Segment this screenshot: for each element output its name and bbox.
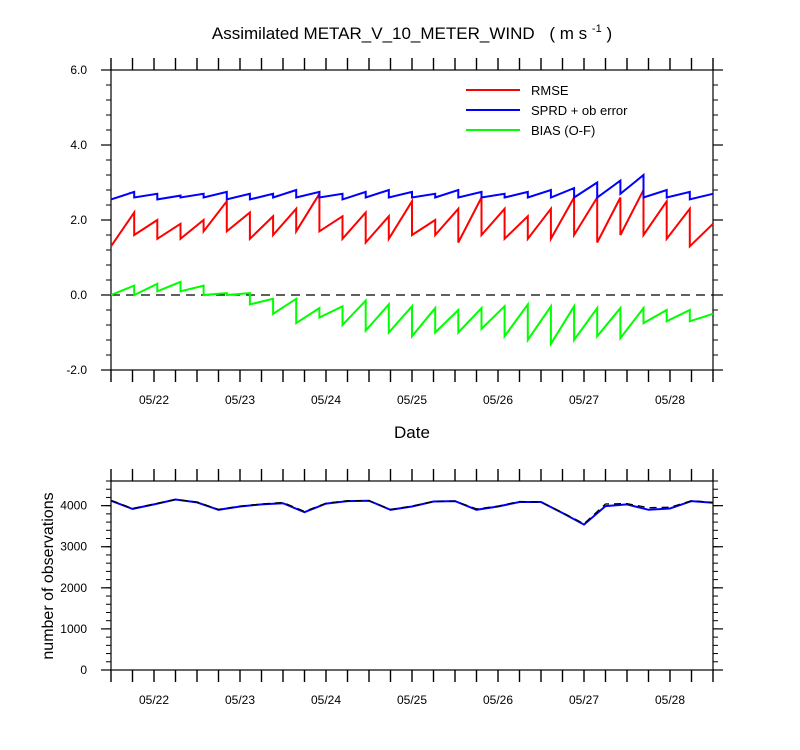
chart-title-units-sup: -1 [592,23,602,35]
bottom-y-tick-label: 0 [80,663,87,677]
bottom-y-tick-label: 1000 [60,622,87,636]
top-series-group [110,172,714,348]
bottom-y-axis-label: number of observations [40,492,57,659]
bottom-x-tick-label: 05/28 [655,693,685,707]
legend-label-sprd-ob-error: SPRD + ob error [531,103,628,118]
bottom-x-tick-label: 05/24 [311,693,341,707]
obs-count-line-solid [110,498,714,526]
top-x-tick-label: 05/24 [311,393,341,407]
legend-label-bias-o-f: BIAS (O-F) [531,123,595,138]
top-x-tick-label: 05/26 [483,393,513,407]
chart-title-units: ( m s [549,24,587,43]
top-x-tick-label: 05/27 [569,393,599,407]
top-y-tick-label: 4.0 [70,138,87,152]
bottom-y-axis: 0 1000 2000 3000 4000 [60,480,723,677]
bottom-plot-frame [110,480,714,671]
top-y-tick-label: 2.0 [70,213,87,227]
top-y-tick-label: 0.0 [70,288,87,302]
bottom-y-tick-label: 3000 [60,540,87,554]
top-x-tick-label: 05/23 [225,393,255,407]
bottom-x-tick-label: 05/23 [225,693,255,707]
chart-title-units-end: ) [606,24,612,43]
top-y-tick-label: -2.0 [66,363,87,377]
series-line-bias-o-f [110,280,714,348]
legend: RMSE SPRD + ob error BIAS (O-F) [466,83,628,138]
bottom-x-axis: 05/22 05/23 05/24 05/25 05/26 05/27 05/28 [110,469,714,707]
bottom-x-tick-label: 05/27 [569,693,599,707]
bottom-series-group [110,498,714,526]
chart-title-text: Assimilated METAR_V_10_METER_WIND [212,24,535,43]
bottom-x-tick-label: 05/22 [139,693,169,707]
top-x-tick-label: 05/22 [139,393,169,407]
series-line-rmse [110,189,714,249]
bottom-y-tick-label: 2000 [60,581,87,595]
top-x-tick-label: 05/25 [397,393,427,407]
bottom-x-tick-label: 05/25 [397,693,427,707]
chart-title: Assimilated METAR_V_10_METER_WIND ( m s … [212,17,612,43]
top-y-axis: -2.0 0.0 2.0 4.0 6.0 [66,63,723,377]
series-line-sprd-ob-error [110,172,714,201]
legend-label-rmse: RMSE [531,83,569,98]
bottom-y-tick-label: 4000 [60,499,87,513]
top-x-tick-label: 05/28 [655,393,685,407]
top-y-tick-label: 6.0 [70,63,87,77]
top-x-axis: 05/22 05/23 05/24 05/25 05/26 05/27 05/28 [110,58,714,407]
top-chart-panel: -2.00.02.04.06.0 05/22 05/23 05/24 05/25 05/… [66,58,723,407]
top-x-axis-label: Date [394,423,430,442]
bottom-x-tick-label: 05/26 [483,693,513,707]
